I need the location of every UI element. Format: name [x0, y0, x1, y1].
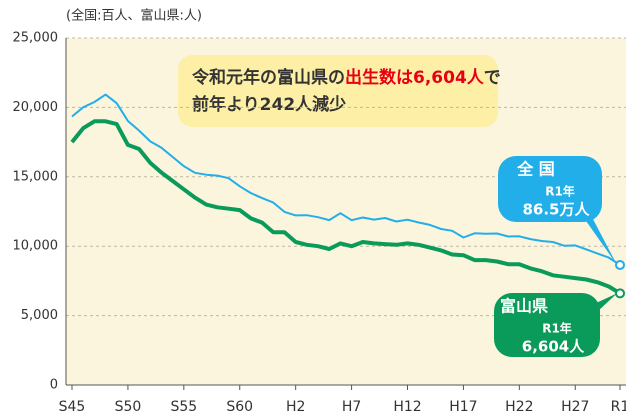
x-tick-label: S45: [59, 399, 86, 415]
annotation-part: で: [484, 68, 501, 88]
unit-note: (全国:百人、富山県:人): [66, 8, 202, 24]
annotation-part: 令和元年の富山県の: [192, 67, 345, 88]
callout-box: [498, 156, 602, 222]
annotation: 前年より242人減少: [192, 94, 346, 115]
x-tick-label: H27: [561, 399, 589, 415]
x-tick-label: R1: [611, 399, 626, 415]
end-marker: [615, 288, 625, 299]
end-marker: [615, 259, 625, 270]
callout-value: 6,604人: [522, 338, 585, 356]
callout-box: [494, 293, 600, 357]
legend-label: 全 国: [516, 160, 555, 179]
y-tick-label: 15,000: [13, 169, 59, 184]
y-tick-label: 20,000: [13, 100, 59, 115]
callout-year: R1年: [542, 321, 572, 336]
annotation: 令和元年の富山県の出生数は6,604人で: [192, 67, 501, 88]
callout-year: R1年: [545, 184, 575, 199]
x-tick-label: S55: [170, 399, 197, 415]
x-tick-label: H12: [393, 399, 421, 415]
annotation-highlight: 出生数は6,604人: [345, 67, 485, 88]
line: [71, 93, 621, 266]
line: [70, 119, 622, 296]
y-tick-label: 25,000: [13, 31, 59, 46]
y-tick-label: 10,000: [13, 239, 59, 254]
x-tick-label: H2: [286, 399, 305, 415]
x-tick-label: H7: [342, 399, 361, 415]
x-tick-label: S50: [115, 399, 142, 415]
x-tick-label: H22: [505, 399, 533, 415]
callout-value: 86.5万人: [522, 201, 590, 219]
y-tick-label: 5,000: [21, 308, 58, 323]
y-tick-label: 0: [50, 378, 58, 393]
annotation-box: [178, 55, 498, 127]
x-tick-label: S60: [226, 399, 253, 415]
x-tick-label: H17: [449, 399, 477, 415]
legend-label: 富山県: [500, 297, 548, 316]
